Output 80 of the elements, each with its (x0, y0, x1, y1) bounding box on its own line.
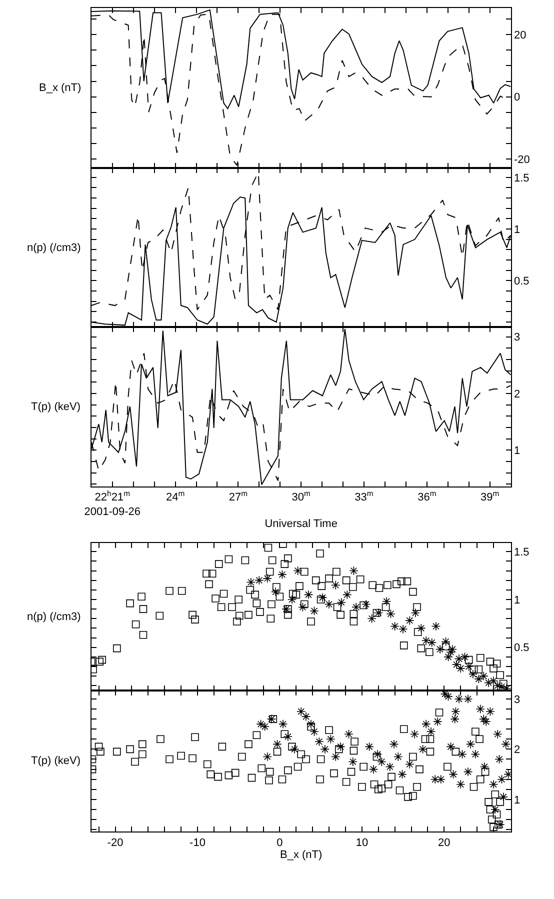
y-tick-label: 0.5 (514, 642, 530, 654)
point (454, 654, 464, 664)
point (246, 578, 256, 587)
point (405, 616, 414, 626)
point (441, 637, 450, 646)
point (324, 600, 334, 609)
y-tick-label: 20 (514, 29, 526, 42)
point (444, 652, 453, 662)
point (435, 644, 445, 654)
x-tick-label: -10 (190, 836, 206, 849)
x-tick-label: -20 (107, 836, 124, 849)
y-axis-title: n(p) (/cm3) (27, 242, 81, 254)
y-tick-label: 1.5 (514, 172, 530, 184)
point (410, 608, 420, 618)
y-tick-label: 1 (514, 794, 520, 806)
point (374, 608, 383, 618)
x-axis-title: B_x (nT) (280, 848, 322, 861)
point (456, 664, 466, 674)
y-tick-label: 3 (514, 332, 520, 344)
point (448, 644, 457, 654)
y-tick-label: 3 (514, 694, 520, 706)
point (398, 624, 408, 634)
point (386, 609, 396, 618)
point (361, 600, 371, 609)
y-tick-label: -20 (514, 154, 530, 166)
point (367, 614, 376, 624)
point (352, 602, 361, 612)
point (474, 674, 484, 684)
y-tick-label: 2 (514, 388, 520, 400)
y-tick-label: 1.5 (514, 546, 530, 558)
y-tick-label: 0 (514, 92, 520, 104)
y-tick-label: 0.5 (514, 276, 530, 288)
y-axis-title: T(p) (keV) (31, 755, 80, 767)
y-axis-title: T(p) (keV) (31, 401, 80, 413)
point (349, 566, 358, 576)
x-tick-label: 39$^{m}$ (480, 488, 500, 504)
x-tick-label: 36$^{m}$ (418, 488, 436, 504)
point (278, 570, 287, 580)
y-tick-label: 1 (514, 224, 520, 236)
y-tick-label: 1 (514, 594, 520, 606)
x-tick-label: 10 (356, 836, 368, 849)
point (310, 606, 319, 616)
point (468, 670, 478, 679)
y-axis-title: n(p) (/cm3) (27, 611, 81, 623)
x-tick-label: 0 (276, 836, 283, 849)
point (488, 676, 498, 686)
x-tick-label: 22$^{h}$21$^{m}$ 2001-09-26 (84, 488, 141, 518)
point (416, 624, 426, 633)
point (431, 622, 441, 631)
x-tick-label: 30$^{m}$ (292, 488, 310, 504)
point (342, 590, 352, 600)
point (460, 652, 470, 662)
point (390, 622, 400, 631)
point (282, 604, 291, 614)
point (421, 636, 431, 646)
point (262, 574, 272, 584)
point (331, 580, 340, 590)
x-axis-title: Universal Time (264, 518, 338, 530)
point (382, 596, 392, 606)
x-tick-label: 20 (438, 836, 450, 849)
x-tick-label: 24$^{m}$ (166, 488, 185, 504)
y-tick-label: 1 (514, 444, 520, 457)
point (446, 648, 456, 657)
point (271, 587, 280, 596)
point (293, 566, 302, 576)
x-tick-label: 33$^{m}$ (354, 488, 374, 504)
point (452, 660, 462, 670)
point (304, 590, 314, 600)
point (464, 662, 474, 672)
point (318, 592, 328, 602)
x-tick-label: 27$^{m}$ (228, 488, 248, 504)
y-axis-title: B_x (nT) (39, 82, 82, 94)
point (298, 602, 308, 612)
point (254, 576, 264, 585)
point (287, 594, 297, 604)
point (479, 671, 488, 681)
point (427, 638, 436, 648)
point (484, 678, 494, 688)
y-tick-label: 2 (514, 744, 520, 756)
point (336, 598, 346, 607)
